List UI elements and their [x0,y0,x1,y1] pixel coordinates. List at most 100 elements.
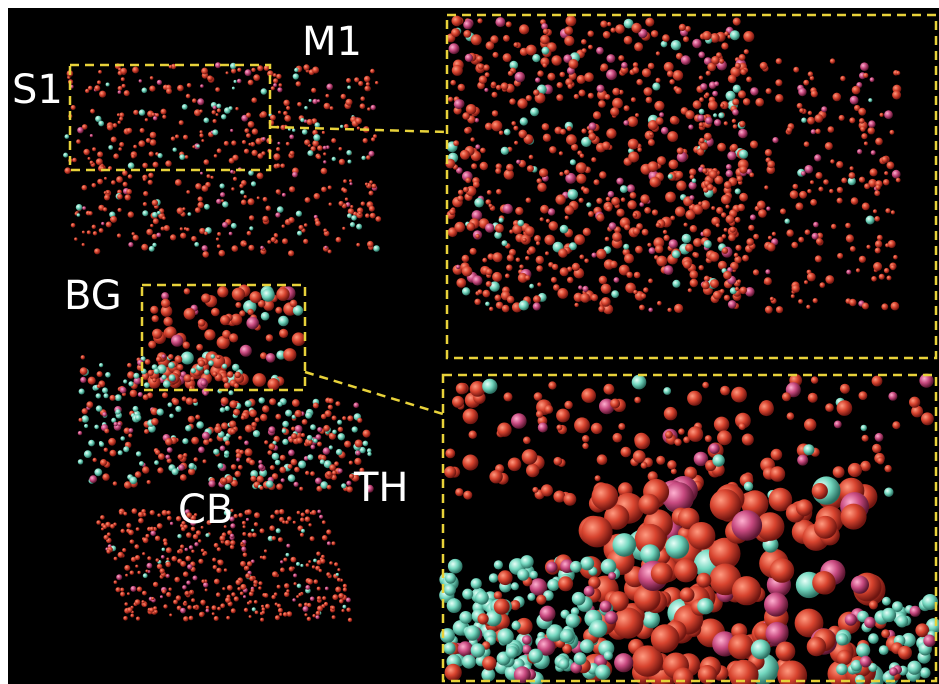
sphere [258,581,262,585]
sphere [130,540,134,544]
sphere [254,522,258,526]
sphere [270,115,276,121]
sphere [624,36,633,45]
sphere [721,195,731,205]
sphere [348,160,352,164]
sphere [540,217,544,221]
sphere [317,442,322,447]
sphere [311,445,316,450]
sphere [310,471,315,476]
sphere [245,573,250,578]
sphere [812,483,828,499]
sphere [182,585,187,590]
sphere [627,200,636,209]
sphere [352,426,358,432]
sphere [303,64,309,70]
sphere [735,63,741,69]
sphere [182,438,188,444]
sphere [179,154,185,160]
sphere [124,90,130,96]
sphere [452,65,463,76]
sphere [685,110,694,119]
sphere [485,302,490,307]
sphere [186,94,191,99]
sphere [84,450,92,458]
sphere [216,238,219,241]
sphere [221,478,227,484]
sphere [739,54,746,61]
sphere [197,144,200,147]
sphere [196,344,203,351]
sphere [489,307,493,311]
sphere [361,202,365,206]
sphere [142,88,148,94]
sphere [244,128,249,133]
sphere [808,393,818,403]
sphere [346,608,351,613]
sphere [519,130,528,139]
sphere [260,246,264,250]
sphere [574,652,587,665]
sphere [511,621,520,630]
sphere [338,427,343,432]
sphere [279,467,286,474]
sphere [234,372,241,379]
sphere [675,206,685,216]
sphere [739,150,748,159]
sphere [785,219,790,224]
sphere [213,449,219,455]
sphere [463,30,471,38]
sphere [364,86,370,92]
sphere [601,559,617,575]
sphere [278,608,283,613]
sphere [765,269,770,274]
sphere [266,480,274,488]
sphere [118,90,122,94]
sphere [286,589,289,592]
sphere [859,177,865,183]
sphere [217,108,221,112]
sphere [791,242,798,249]
sphere [183,453,187,457]
sphere [647,243,651,247]
sphere [231,464,237,470]
sphere [702,382,709,389]
sphere [246,113,251,118]
sphere [840,76,845,81]
sphere [180,608,186,614]
sphere [289,135,294,140]
sphere [343,179,347,183]
sphere [342,416,346,420]
sphere [610,107,619,116]
sphere [280,164,285,169]
sphere [348,618,352,622]
sphere [566,134,577,145]
sphere [445,664,462,681]
sphere [219,250,226,257]
sphere [869,601,878,610]
sphere [692,178,697,183]
sphere [884,110,893,119]
sphere [721,212,726,217]
sphere [138,518,144,524]
sphere [580,154,585,159]
sphere [80,367,88,375]
sphere [375,216,381,222]
sphere [738,129,748,139]
sphere [772,232,776,236]
sphere [358,81,363,86]
sphere [296,595,299,598]
sphere [357,418,362,423]
sphere [525,275,530,280]
sphere [536,265,543,272]
sphere [560,629,574,643]
sphere [923,635,935,647]
sphere [656,78,661,83]
sphere [875,185,880,190]
sphere [596,198,602,204]
sphere [349,182,352,185]
sphere [157,523,163,529]
sphere [154,610,158,614]
sphere [153,218,159,224]
sphere [167,511,171,515]
